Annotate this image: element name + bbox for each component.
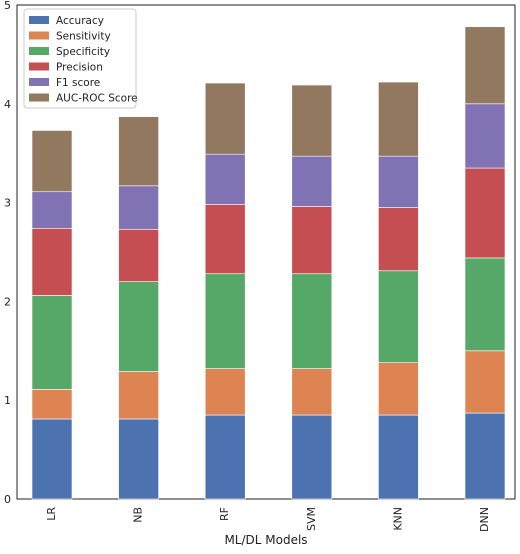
bar-rf-specificity xyxy=(204,273,246,369)
legend: Accuracy Sensitivity Specificity Precision F… xyxy=(23,8,138,109)
bar-nb-specificity xyxy=(118,281,159,372)
x-tick-label-nb: NB xyxy=(132,507,145,523)
bar-lr-auc-roc-score xyxy=(31,130,73,193)
legend-swatch-auc-roc-score xyxy=(29,93,49,102)
bar-svm-precision xyxy=(291,206,333,275)
x-tick-label-lr: LR xyxy=(45,507,58,521)
bar-knn-auc-roc-score xyxy=(378,81,419,157)
bar-lr-sensitivity xyxy=(31,389,73,420)
bar-nb-accuracy xyxy=(118,418,159,500)
bar-dnn-specificity xyxy=(464,257,506,352)
bar-rf-auc-roc-score xyxy=(204,82,246,155)
y-tick-label-4: 4 xyxy=(4,98,11,111)
legend-label-f1-score: F1 score xyxy=(56,77,100,89)
x-axis-label: ML/DL Models xyxy=(224,533,307,547)
y-tick-label-5: 5 xyxy=(4,0,11,12)
bar-lr-specificity xyxy=(31,295,73,390)
legend-swatch-sensitivity xyxy=(29,31,49,40)
legend-box xyxy=(23,8,137,109)
bar-knn-specificity xyxy=(378,270,419,363)
bar-svm-auc-roc-score xyxy=(291,84,333,157)
legend-swatch-accuracy xyxy=(29,16,49,24)
x-axis-ticks: LR NB RF SVM KNN DNN xyxy=(45,507,491,532)
y-axis-ticks: 0 1 2 3 4 5 xyxy=(4,0,11,506)
bar-svm-specificity xyxy=(291,273,333,369)
bar-rf-sensitivity xyxy=(204,368,246,416)
bar-svm-accuracy xyxy=(291,414,333,500)
bar-knn-accuracy xyxy=(378,414,419,500)
x-tick-label-knn: KNN xyxy=(391,507,404,531)
y-tick-label-3: 3 xyxy=(4,197,11,210)
bar-dnn-auc-roc-score xyxy=(464,26,506,105)
legend-label-specificity: Specificity xyxy=(56,46,110,58)
bar-dnn-f1-score xyxy=(464,103,506,169)
bar-nb-precision xyxy=(118,228,159,282)
legend-swatch-f1-score xyxy=(29,78,49,86)
y-tick-label-2: 2 xyxy=(4,295,11,308)
legend-label-auc-roc-score: AUC-ROC Score xyxy=(56,93,138,105)
bar-nb-f1-score xyxy=(118,185,159,230)
legend-label-accuracy: Accuracy xyxy=(56,15,104,27)
x-tick-label-dnn: DNN xyxy=(478,507,491,532)
legend-swatch-precision xyxy=(29,62,49,71)
bar-dnn-sensitivity xyxy=(464,350,506,414)
bar-knn-sensitivity xyxy=(378,362,419,416)
bars-group xyxy=(31,26,506,500)
bar-svm-f1-score xyxy=(291,155,333,207)
bar-rf-accuracy xyxy=(204,414,246,500)
bar-knn-f1-score xyxy=(378,155,419,208)
bar-rf-f1-score xyxy=(204,153,246,205)
bar-dnn-precision xyxy=(464,167,506,259)
bar-nb-auc-roc-score xyxy=(118,116,159,187)
bar-lr-accuracy xyxy=(31,418,73,500)
y-tick-label-0: 0 xyxy=(4,493,11,506)
legend-label-sensitivity: Sensitivity xyxy=(56,31,111,43)
x-tick-label-svm: SVM xyxy=(305,507,318,531)
legend-label-precision: Precision xyxy=(56,62,103,74)
bar-dnn-accuracy xyxy=(464,412,506,500)
bar-lr-precision xyxy=(31,227,73,296)
bar-svm-sensitivity xyxy=(291,368,333,416)
x-tick-label-rf: RF xyxy=(218,507,231,521)
y-tick-label-1: 1 xyxy=(4,394,11,407)
legend-swatch-specificity xyxy=(29,47,49,55)
bar-lr-f1-score xyxy=(31,191,73,229)
bar-nb-sensitivity xyxy=(118,371,159,420)
bar-knn-precision xyxy=(378,207,419,272)
bar-rf-precision xyxy=(204,204,246,275)
